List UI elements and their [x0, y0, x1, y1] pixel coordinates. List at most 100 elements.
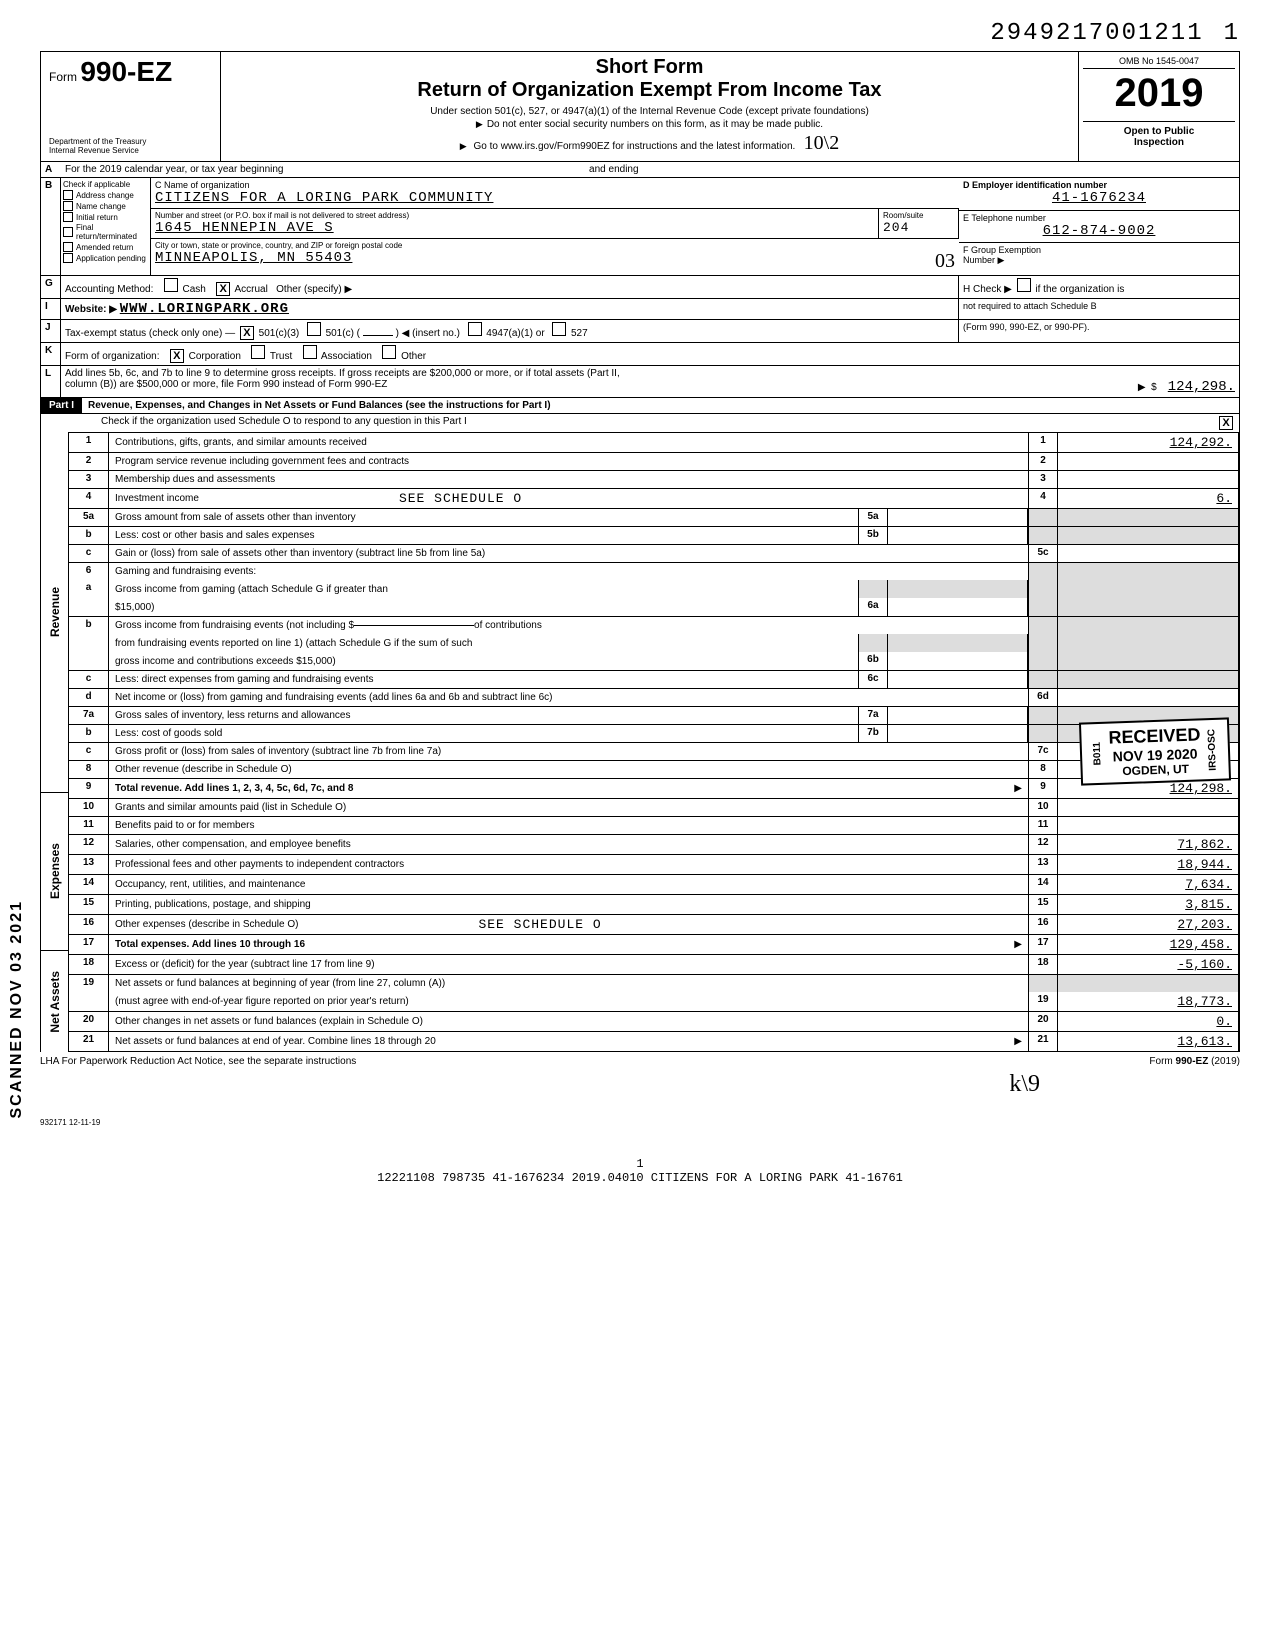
footer-bottom: 12221108 798735 41-1676234 2019.04010 CI… [40, 1171, 1240, 1185]
label-b: B [41, 178, 61, 275]
org-info-block: C Name of organization CITIZENS FOR A LO… [151, 178, 959, 275]
form-prefix: Form [49, 70, 77, 84]
part-1-check-text: Check if the organization used Schedule … [101, 416, 467, 427]
line-l-text2: column (B)) are $500,000 or more, file F… [65, 379, 387, 395]
trust-checkbox[interactable] [251, 345, 265, 359]
line-h: H Check ▶ [963, 284, 1012, 295]
line-12-value: 71,862. [1058, 835, 1238, 854]
line-1-value: 124,292. [1058, 433, 1238, 452]
line-17-value: 129,458. [1058, 935, 1238, 954]
scanned-stamp: SCANNED NOV 03 2021 [8, 900, 26, 1119]
line-21-value: 13,613. [1058, 1032, 1238, 1051]
footer-form: Form 990-EZ (2019) [1149, 1056, 1240, 1067]
stamp-side2: IRS-OSC [1206, 728, 1218, 770]
line-h-cell: H Check ▶ if the organization is [959, 276, 1239, 298]
check-final[interactable]: Final return/terminated [63, 223, 148, 241]
line-a-end: and ending [589, 164, 639, 175]
subtitle-1: Under section 501(c), 527, or 4947(a)(1)… [229, 106, 1070, 117]
label-k: K [41, 343, 61, 365]
line-16: 16 Other expenses (describe in Schedule … [68, 914, 1239, 934]
assoc-checkbox[interactable] [303, 345, 317, 359]
title-box: Short Form Return of Organization Exempt… [221, 52, 1079, 161]
part-1-check: Check if the organization used Schedule … [41, 414, 1239, 432]
label-l: L [41, 366, 61, 397]
line-18-value: -5,160. [1058, 955, 1238, 974]
line-j: J Tax-exempt status (check only one) — X… [40, 319, 1240, 342]
line-h-2: not required to attach Schedule B [959, 299, 1239, 319]
check-name[interactable]: Name change [63, 201, 148, 211]
lines-container: 1 Contributions, gifts, grants, and simi… [68, 432, 1239, 1052]
phone: 612-874-9002 [963, 223, 1235, 239]
line-19-1: 19 Net assets or fund balances at beginn… [68, 974, 1239, 992]
accrual-checkbox[interactable]: X [216, 282, 230, 296]
line-h-end: if the organization is [1035, 284, 1124, 295]
check-pending[interactable]: Application pending [63, 253, 148, 263]
line-2: 2 Program service revenue including gove… [68, 452, 1239, 470]
accounting-method: Accounting Method: Cash X Accrual Other … [61, 276, 959, 298]
line-k-text: Form of organization: [65, 351, 160, 362]
org-name: CITIZENS FOR A LORING PARK COMMUNITY [155, 190, 955, 206]
footer-date: 932171 12-11-19 [40, 1118, 1240, 1127]
handwritten-03: 03 [935, 250, 955, 273]
check-label: Check if applicable [63, 180, 148, 189]
line-8: 8 Other revenue (describe in Schedule O)… [68, 760, 1239, 778]
line-l: L Add lines 5b, 6c, and 7b to line 9 to … [40, 365, 1240, 397]
document-number-bar: 2949217001211 1 [40, 20, 1240, 47]
other-checkbox[interactable] [382, 345, 396, 359]
form-number-990: 990- [80, 56, 136, 87]
line-g-other: Other (specify) ▶ [276, 284, 352, 295]
line-a: A For the 2019 calendar year, or tax yea… [40, 161, 1240, 177]
tax-year: 2019 [1083, 73, 1235, 113]
line-9: 9 Total revenue. Add lines 1, 2, 3, 4, 5… [68, 778, 1239, 798]
dept-irs: Internal Revenue Service [49, 147, 212, 156]
line-12: 12 Salaries, other compensation, and emp… [68, 834, 1239, 854]
527-checkbox[interactable] [552, 322, 566, 336]
content-a: For the 2019 calendar year, or tax year … [61, 162, 1239, 177]
line-h-checkbox[interactable] [1017, 278, 1031, 292]
cash-checkbox[interactable] [164, 278, 178, 292]
label-a: A [41, 162, 61, 177]
line-7a: 7a Gross sales of inventory, less return… [68, 706, 1239, 724]
corp-checkbox[interactable]: X [170, 349, 184, 363]
open-public-2: Inspection [1083, 137, 1235, 148]
check-address[interactable]: Address change [63, 190, 148, 200]
line-16-schedule-o: SEE SCHEDULE O [478, 917, 601, 932]
omb-number: OMB No 1545-0047 [1083, 56, 1235, 69]
label-j: J [41, 320, 61, 342]
check-if-applicable: Check if applicable Address change Name … [61, 178, 151, 275]
line-k: K Form of organization: X Corporation Tr… [40, 342, 1240, 365]
line-6b-2: from fundraising events reported on line… [68, 634, 1239, 652]
4947-checkbox[interactable] [468, 322, 482, 336]
address: 1645 HENNEPIN AVE S [155, 220, 874, 236]
subtitle-3: Go to www.irs.gov/Form990EZ for instruct… [473, 141, 795, 152]
open-public: Open to Public Inspection [1083, 121, 1235, 148]
line-13-value: 18,944. [1058, 855, 1238, 874]
side-labels-col: Revenue Expenses Net Assets [40, 432, 68, 1052]
address-cell: Number and street (or P.O. box if mail i… [151, 209, 879, 238]
side-netassets: Net Assets [41, 951, 68, 1052]
check-amended[interactable]: Amended return [63, 242, 148, 252]
room-label: Room/suite [883, 211, 954, 220]
ein: 41-1676234 [963, 190, 1235, 206]
page-number: 1 [40, 1157, 1240, 1171]
part-1-checkbox[interactable]: X [1219, 416, 1233, 430]
line-18: 18 Excess or (deficit) for the year (sub… [68, 954, 1239, 974]
form-of-org: Form of organization: X Corporation Trus… [61, 343, 1239, 365]
open-public-1: Open to Public [1083, 126, 1235, 137]
line-19-2: (must agree with end-of-year figure repo… [68, 992, 1239, 1011]
line-5c: c Gain or (loss) from sale of assets oth… [68, 544, 1239, 562]
part-1-header: Part I Revenue, Expenses, and Changes in… [40, 397, 1240, 413]
check-initial[interactable]: Initial return [63, 212, 148, 222]
501c3-checkbox[interactable]: X [240, 326, 254, 340]
ein-cell: D Employer identification number 41-1676… [959, 178, 1239, 211]
group-exempt-label: F Group Exemption [963, 245, 1235, 255]
line-l-value: 124,298. [1168, 379, 1235, 395]
part-1-check-row: Check if the organization used Schedule … [40, 413, 1240, 432]
tax-exempt-cell: Tax-exempt status (check only one) — X 5… [61, 320, 959, 342]
line-16-value: 27,203. [1058, 915, 1238, 934]
501c-checkbox[interactable] [307, 322, 321, 336]
city: MINNEAPOLIS, MN 55403 [155, 250, 352, 273]
doc-number: 2949217001211 [990, 20, 1203, 47]
line-13: 13 Professional fees and other payments … [68, 854, 1239, 874]
part-1-title: Revenue, Expenses, and Changes in Net As… [82, 398, 557, 413]
